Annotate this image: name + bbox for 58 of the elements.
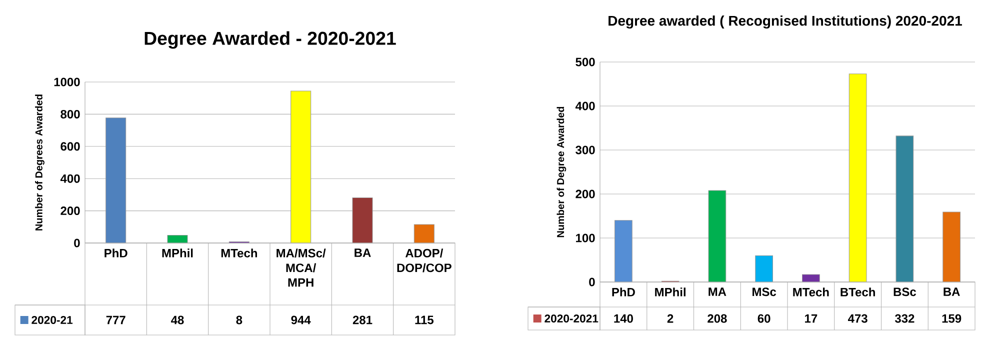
data-label: 473 <box>848 314 868 323</box>
y-tick-label: 800 <box>60 110 80 118</box>
data-label: 17 <box>805 314 818 323</box>
y-tick-label: 500 <box>576 58 595 66</box>
bar <box>414 224 434 244</box>
bar <box>802 274 820 282</box>
data-label: 140 <box>614 314 633 323</box>
data-label: 115 <box>415 316 434 324</box>
bar <box>755 255 774 282</box>
x-tick-label: BSc <box>894 288 916 296</box>
bar <box>167 235 188 244</box>
bar <box>942 212 961 282</box>
x-tick-label: MA/MSc/MCA/MPH <box>276 248 326 287</box>
bar <box>352 197 373 244</box>
x-tick-label: MTech <box>221 248 257 258</box>
x-tick-label: MA <box>708 288 726 296</box>
chart-title: Degree awarded ( Recognised Institutions) 2020-2021 <box>608 15 962 29</box>
x-tick-label: MPhil <box>655 288 686 296</box>
text: 2020-2021 <box>544 314 598 323</box>
bar <box>708 190 726 282</box>
bar <box>290 90 312 244</box>
bar <box>106 118 126 244</box>
x-tick-label: BA <box>944 288 960 296</box>
chart-title: Degree Awarded - 2020-2021 <box>144 31 396 49</box>
y-tick-label: 200 <box>576 190 595 198</box>
x-tick-label: BA <box>354 248 371 257</box>
y-tick-label: 100 <box>576 234 595 242</box>
y-tick-label: 600 <box>60 142 80 151</box>
legend-label: 2020-21 <box>32 316 73 324</box>
data-label: 8 <box>236 316 242 324</box>
x-tick-label: MPhil <box>162 248 193 258</box>
data-label: 159 <box>942 314 962 323</box>
y-axis-title: Number of Degrees Awarded <box>35 94 44 230</box>
data-label: 281 <box>352 316 372 324</box>
data-label: 208 <box>708 314 727 323</box>
y-axis-title: Number of Degree Awarded <box>556 106 566 238</box>
x-tick-label: ADOP/DOP/COP <box>397 248 452 272</box>
y-tick-label: 1000 <box>54 78 80 86</box>
bar <box>848 74 867 282</box>
data-label: 777 <box>106 316 126 324</box>
x-tick-label: MTech <box>793 288 829 296</box>
bar <box>614 220 632 282</box>
x-tick-label: MSc <box>752 288 776 296</box>
data-label: 48 <box>171 316 184 324</box>
data-label: 60 <box>758 314 770 323</box>
y-tick-label: 400 <box>60 174 80 183</box>
data-label: 944 <box>291 316 311 324</box>
y-tick-label: 0 <box>74 238 80 248</box>
y-tick-label: 300 <box>576 146 595 154</box>
x-tick-label: PhD <box>104 248 128 258</box>
data-label: 2 <box>667 314 674 323</box>
y-tick-label: 200 <box>60 206 80 216</box>
y-tick-label: 0 <box>589 278 595 286</box>
x-tick-label: PhD <box>612 288 635 296</box>
y-tick-label: 400 <box>575 102 595 110</box>
x-tick-label: BTech <box>840 288 875 296</box>
bar <box>896 136 914 282</box>
data-label: 332 <box>894 314 914 323</box>
